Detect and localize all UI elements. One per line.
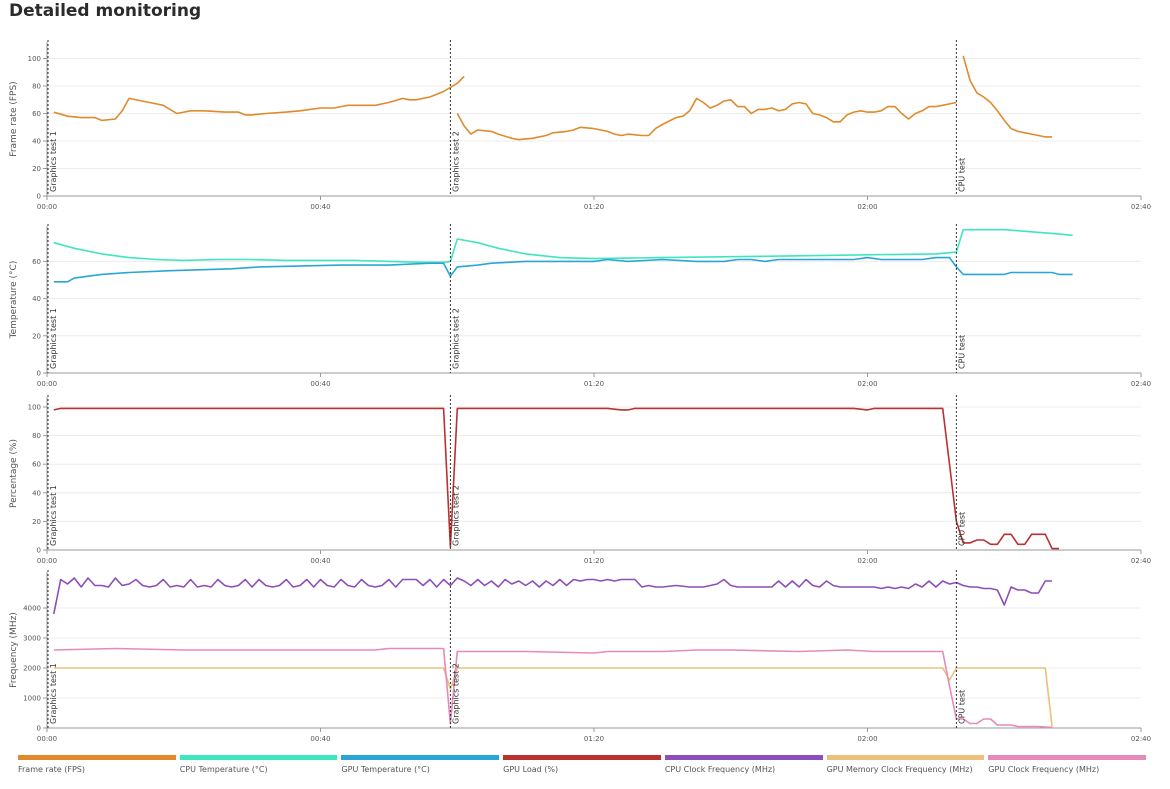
legend-label: Frame rate (FPS): [18, 765, 86, 774]
series-line-fps: [962, 55, 1053, 138]
legend-item[interactable]: CPU Clock Frequency (MHz): [664, 755, 823, 779]
x-tick-label: 00:40: [310, 203, 330, 211]
series-line-cpu-clock: [53, 577, 1053, 615]
charts-canvas: 0 20 40 60 80 100 00:00 00:40 01:20 02:00 02:40 Fra…: [9, 40, 1151, 743]
y-tick-label: 4000: [23, 605, 41, 613]
legend-swatch: [503, 755, 661, 760]
test-marker-label: Graphics test 1: [49, 131, 58, 192]
y-tick-label: 0: [37, 193, 41, 201]
series-line-gpu-clock: [53, 647, 1053, 729]
legend-label: CPU Clock Frequency (MHz): [664, 765, 776, 774]
x-tick-label: 01:20: [584, 557, 604, 565]
y-tick-label: 80: [32, 432, 41, 440]
test-marker-label: Graphics test 1: [49, 663, 58, 724]
legend-swatch: [18, 755, 176, 760]
y-axis-title: Temperature (°C): [9, 261, 19, 340]
x-tick-label: 00:00: [37, 203, 57, 211]
y-tick-label: 1000: [23, 695, 41, 703]
y-axis-title: Percentage (%): [9, 439, 19, 508]
series-line-fps: [456, 97, 957, 141]
y-tick-label: 60: [32, 258, 41, 266]
legend-swatch: [179, 755, 338, 760]
y-tick-label: 40: [32, 295, 41, 303]
y-tick-label: 40: [32, 489, 41, 497]
legend-label: GPU Clock Frequency (MHz): [988, 765, 1100, 774]
x-tick-label: 00:00: [37, 557, 57, 565]
test-marker-label: CPU test: [957, 512, 966, 546]
test-marker-label: Graphics test 2: [451, 131, 460, 192]
legend-label: CPU Temperature (°C): [179, 765, 268, 774]
y-tick-label: 20: [32, 518, 41, 526]
y-tick-label: 3000: [23, 635, 41, 643]
chart-panel-3: 0 20 40 60 80 100 00:00 00:40 01:20 02:00 02:40 Per…: [9, 395, 1151, 565]
series-line-cpu-temp: [53, 228, 1073, 264]
y-axis-title: Frequency (MHz): [9, 612, 19, 688]
test-marker-label: Graphics test 1: [49, 485, 58, 546]
series-line-gpu-mem-clock: [53, 667, 1053, 727]
legend-label: GPU Load (%): [503, 765, 559, 774]
x-tick-label: 02:40: [1131, 380, 1151, 388]
y-tick-label: 60: [32, 110, 41, 118]
legend-item[interactable]: GPU Load (%): [503, 755, 661, 779]
x-tick-label: 00:40: [310, 380, 330, 388]
x-tick-label: 02:00: [857, 203, 877, 211]
x-tick-label: 00:00: [37, 735, 57, 743]
test-marker-label: Graphics test 1: [49, 308, 58, 369]
legend-swatch: [664, 755, 823, 760]
legend-item[interactable]: GPU Memory Clock Frequency (MHz): [826, 755, 985, 779]
y-tick-label: 100: [28, 55, 41, 63]
legend-item[interactable]: GPU Clock Frequency (MHz): [988, 755, 1146, 779]
legend-swatch: [341, 755, 500, 760]
chart-panel-2: 0 20 40 60 00:00 00:40 01:20 02:00 02:40 Temperat…: [9, 224, 1151, 388]
series-line-gpu-temp: [53, 256, 1073, 283]
test-marker-label: CPU test: [957, 158, 966, 192]
test-marker-label: Graphics test 2: [451, 308, 460, 369]
y-tick-label: 80: [32, 83, 41, 91]
legend-label: GPU Temperature (°C): [341, 765, 430, 774]
x-tick-label: 02:00: [857, 557, 877, 565]
chart-panel-1: 0 20 40 60 80 100 00:00 00:40 01:20 02:00 02:40 Fra…: [9, 40, 1151, 211]
x-tick-label: 00:40: [310, 557, 330, 565]
page-title: Detailed monitoring: [9, 1, 202, 21]
x-tick-label: 01:20: [584, 203, 604, 211]
y-tick-label: 0: [37, 725, 41, 733]
x-tick-label: 01:20: [584, 380, 604, 388]
test-marker-label: Graphics test 2: [451, 485, 460, 546]
chart-panel-4: 0 1000 2000 3000 4000 00:00 00:40 01:20 02:00 02:…: [9, 570, 1151, 743]
x-tick-label: 02:40: [1131, 735, 1151, 743]
y-tick-label: 40: [32, 138, 41, 146]
legend-item[interactable]: CPU Temperature (°C): [179, 755, 338, 779]
x-tick-label: 02:40: [1131, 557, 1151, 565]
y-tick-label: 20: [32, 332, 41, 340]
y-tick-label: 20: [32, 165, 41, 173]
legend-swatch: [988, 755, 1146, 760]
x-tick-label: 01:20: [584, 735, 604, 743]
legend: Frame rate (FPS) CPU Temperature (°C) GPU …: [18, 755, 1150, 779]
x-tick-label: 00:00: [37, 380, 57, 388]
legend-item[interactable]: Frame rate (FPS): [18, 755, 176, 779]
legend-swatch: [826, 755, 985, 760]
y-tick-label: 0: [37, 370, 41, 378]
y-tick-label: 60: [32, 461, 41, 469]
test-marker-label: CPU test: [957, 335, 966, 369]
x-tick-label: 02:00: [857, 380, 877, 388]
test-marker-label: CPU test: [957, 690, 966, 724]
y-axis-title: Frame rate (FPS): [9, 81, 19, 156]
y-tick-label: 100: [28, 404, 41, 412]
y-tick-label: 0: [37, 547, 41, 555]
x-tick-label: 02:40: [1131, 203, 1151, 211]
x-tick-label: 02:00: [857, 735, 877, 743]
legend-item[interactable]: GPU Temperature (°C): [341, 755, 500, 779]
series-line-gpu-load: [53, 407, 1059, 550]
legend-label: GPU Memory Clock Frequency (MHz): [826, 765, 973, 774]
x-tick-label: 00:40: [310, 735, 330, 743]
y-tick-label: 2000: [23, 665, 41, 673]
series-line-fps: [53, 75, 465, 122]
test-marker-label: Graphics test 2: [451, 663, 460, 724]
